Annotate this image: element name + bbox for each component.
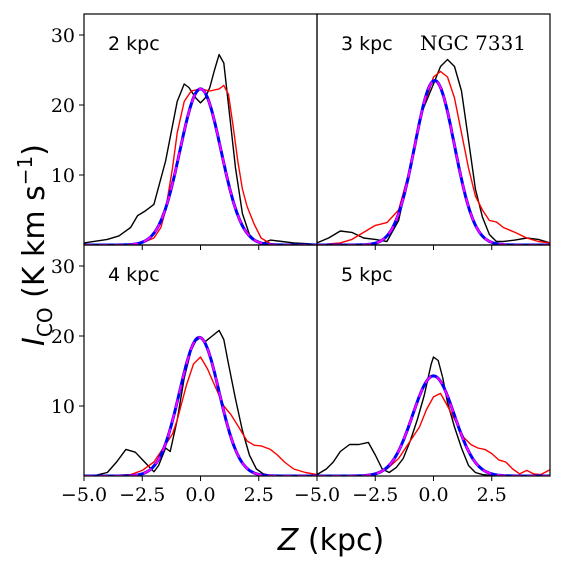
x-tick-labels: −5.0 −2.5 0.0 2.5 −5.0 −2.5 0.0 2.5	[61, 484, 507, 506]
x-tick-label: 0.0	[418, 484, 448, 506]
panel-2-series-blue-fit	[317, 79, 550, 245]
panel-1-series-red-profile	[84, 84, 317, 245]
y-tick-label: 10	[51, 396, 75, 418]
x-tick-label: 2.5	[477, 484, 507, 506]
x-tick-label: −5.0	[294, 484, 340, 506]
panel-1-lines	[84, 53, 317, 245]
x-axis-label: Z (kpc)	[277, 523, 384, 558]
y-axis-label: ICO (K km s−1)	[13, 144, 57, 346]
y-tick-label: 20	[51, 95, 75, 117]
panel-4-series-black-profile	[317, 356, 550, 476]
galaxy-annotation: NGC 7331	[420, 31, 526, 55]
panel-4-label: 5 kpc	[341, 264, 393, 286]
x-tick-label: −2.5	[119, 484, 165, 506]
panel-1-series-black-profile	[84, 53, 317, 245]
panel-4-lines	[317, 356, 550, 476]
panel-3: 4 kpc	[79, 244, 318, 481]
panels-group: 2 kpc 3 kpc 4 kpc 5 kpc	[79, 13, 551, 481]
x-tick-label: 0.0	[185, 484, 215, 506]
panel-3-series-red-profile	[84, 356, 317, 476]
panel-1-series-magenta-fit	[84, 87, 317, 245]
y-tick-labels: 10 20 30 10 20 30	[51, 25, 75, 418]
x-tick-label: −5.0	[61, 484, 107, 506]
x-tick-label: 2.5	[244, 484, 274, 506]
y-tick-label: 10	[51, 165, 75, 187]
panel-4-series-magenta-fit	[317, 374, 550, 476]
panel-4-series-red-profile	[317, 392, 550, 476]
y-axis-label-group: ICO (K km s−1)	[13, 144, 57, 346]
panel-3-series-black-profile	[84, 329, 317, 476]
x-tick-label: −2.5	[352, 484, 398, 506]
panel-2-lines	[317, 58, 550, 245]
panel-1: 2 kpc	[79, 13, 318, 250]
panel-1-label: 2 kpc	[108, 33, 160, 55]
panel-4-series-blue-fit	[317, 374, 550, 476]
panel-1-series-blue-fit	[84, 87, 317, 245]
panel-3-lines	[84, 329, 317, 476]
panel-2-series-black-profile	[317, 58, 550, 244]
panel-3-label: 4 kpc	[108, 264, 160, 286]
y-tick-label: 30	[51, 256, 75, 278]
panel-2-series-red-profile	[317, 70, 550, 245]
panel-2-label: 3 kpc	[341, 33, 393, 55]
panel-2-series-magenta-fit	[317, 79, 550, 245]
y-tick-label: 20	[51, 326, 75, 348]
y-tick-label: 30	[51, 25, 75, 47]
panel-4: 5 kpc	[316, 244, 551, 481]
